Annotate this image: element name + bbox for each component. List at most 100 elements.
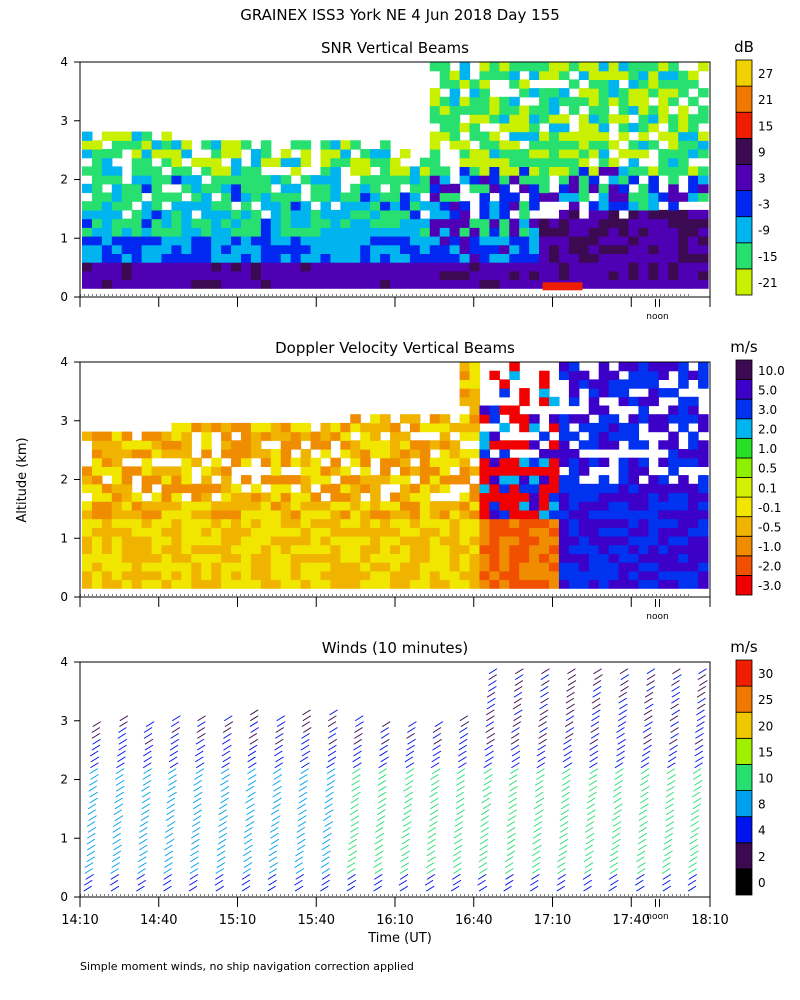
field-cell	[618, 105, 630, 115]
wind-barb	[90, 762, 99, 769]
field-cell	[290, 253, 302, 263]
field-cell	[380, 148, 391, 159]
field-cell	[161, 570, 173, 581]
field-cell	[519, 457, 530, 467]
wind-barb	[692, 768, 702, 775]
field-cell	[588, 579, 600, 589]
wind-barb	[273, 785, 282, 792]
field-cell	[211, 148, 222, 159]
field-cell	[429, 62, 441, 72]
field-cell	[628, 166, 640, 176]
wind-barb	[434, 721, 444, 728]
wind-barb	[662, 844, 672, 851]
field-cell	[390, 509, 401, 520]
field-cell	[340, 279, 351, 289]
wind-barb	[300, 744, 310, 751]
field-cell	[479, 79, 490, 89]
field-cell	[628, 209, 640, 220]
wind-barb	[431, 779, 440, 786]
field-cell	[608, 527, 620, 537]
wind-barb	[483, 762, 492, 769]
field-cell	[370, 483, 381, 494]
field-cell	[101, 457, 113, 467]
field-cell	[330, 422, 341, 433]
field-cell	[280, 440, 292, 450]
field-cell	[231, 209, 242, 220]
field-cell	[240, 244, 252, 254]
field-cell	[161, 431, 173, 441]
field-cell	[588, 183, 600, 194]
field-cell	[171, 270, 182, 281]
field-cell	[121, 518, 133, 528]
wind-barb	[640, 791, 649, 798]
field-cell	[171, 209, 182, 220]
wind-barb	[608, 885, 617, 892]
field-cell	[250, 192, 262, 202]
field-cell	[101, 131, 113, 141]
field-cell	[320, 562, 332, 572]
field-cell	[111, 131, 123, 141]
field-cell	[429, 201, 441, 211]
field-cell	[101, 535, 113, 546]
field-cell	[549, 122, 560, 133]
wind-barb	[670, 732, 679, 739]
field-cell	[250, 431, 262, 441]
field-cell	[568, 431, 580, 441]
field-cell	[250, 527, 262, 537]
wind-barb	[268, 856, 278, 863]
field-cell	[598, 518, 610, 528]
field-cell	[638, 544, 649, 554]
field-cell	[270, 253, 282, 263]
colorbar-swatch	[735, 111, 753, 139]
wind-barb	[297, 803, 306, 810]
field-cell	[549, 448, 560, 459]
field-cell	[479, 527, 490, 537]
field-cell	[688, 553, 699, 563]
wind-barb	[87, 803, 97, 810]
field-cell	[429, 227, 441, 237]
wind-barb	[511, 727, 520, 733]
field-cell	[320, 192, 332, 202]
field-cell	[678, 270, 689, 281]
field-cell	[240, 440, 252, 450]
field-cell	[588, 227, 600, 237]
field-cell	[141, 227, 153, 237]
field-cell	[121, 279, 133, 289]
field-cell	[380, 157, 391, 167]
wind-barb	[328, 744, 337, 751]
field-cell	[280, 422, 292, 433]
field-cell	[688, 122, 699, 133]
field-cell	[181, 579, 192, 589]
wind-barb	[641, 756, 650, 763]
field-cell	[499, 440, 510, 450]
field-cell	[608, 570, 620, 581]
wind-barb	[349, 809, 359, 816]
field-cell	[399, 431, 411, 441]
field-cell	[370, 509, 381, 520]
field-cell	[558, 370, 570, 380]
wind-barb	[138, 832, 148, 839]
field-cell	[280, 192, 292, 202]
field-cell	[558, 440, 570, 450]
field-cell	[101, 227, 113, 237]
field-cell	[171, 570, 182, 581]
field-cell	[638, 62, 649, 72]
field-cell	[469, 562, 481, 572]
wind-barb	[588, 779, 598, 786]
field-cell	[568, 105, 580, 115]
field-cell	[260, 570, 272, 581]
field-cell	[181, 440, 192, 450]
field-cell	[648, 70, 659, 80]
field-cell	[290, 244, 302, 254]
wind-barb	[614, 779, 623, 786]
field-cell	[558, 253, 570, 263]
field-cell	[409, 270, 421, 281]
field-cell	[519, 509, 530, 520]
field-cell	[111, 227, 123, 237]
wind-barb	[144, 744, 154, 751]
field-cell	[390, 475, 401, 485]
wind-barb	[451, 873, 461, 880]
field-cell	[698, 509, 709, 520]
wind-barb	[245, 821, 255, 827]
field-cell	[399, 244, 411, 254]
